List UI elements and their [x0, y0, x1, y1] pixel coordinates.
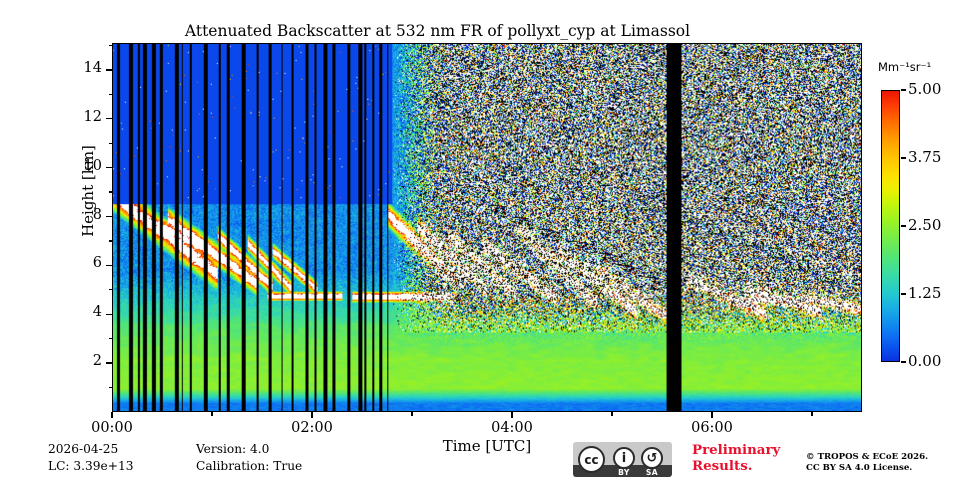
y-tick-mark [106, 264, 112, 267]
colorbar-tick-mark [901, 89, 906, 91]
badge-by-caption: BY [618, 468, 630, 477]
y-tick-minor [108, 191, 112, 193]
y-tick-mark [106, 362, 112, 364]
colorbar-tick-mark [901, 225, 906, 227]
x-tick-mark [711, 412, 713, 418]
y-tick-mark [106, 118, 112, 120]
y-tick-minor [108, 289, 112, 291]
y-tick-mark [106, 166, 112, 169]
lidar-constant: LC: 3.39e+13 [48, 459, 134, 473]
colorbar-units-label: Mm⁻¹sr⁻¹ [878, 60, 932, 74]
colorbar-tick-label: 2.50 [908, 216, 942, 234]
x-tick-minor [211, 412, 213, 416]
y-tick-minor [108, 93, 112, 95]
x-axis-label: Time [UTC] [442, 437, 532, 455]
preliminary-line-1: Preliminary [692, 442, 781, 458]
copyright-line-1: © TROPOS & ECoE 2026. [806, 452, 929, 462]
x-tick-mark [311, 412, 313, 418]
page-title: Attenuated Backscatter at 532 nm FR of p… [184, 22, 691, 40]
x-tick-mark [511, 412, 513, 418]
copyright-notice: © TROPOS & ECoE 2026. CC BY SA 4.0 Licen… [806, 452, 928, 474]
y-tick-label: 14 [83, 59, 102, 76]
colorbar-gradient [881, 90, 900, 362]
measurement-date: 2026-04-25 [48, 442, 119, 456]
y-tick-label: 8 [92, 206, 102, 223]
y-tick-mark [106, 313, 112, 315]
colorbar-tick-label: 3.75 [908, 148, 942, 166]
y-tick-minor [108, 240, 112, 242]
colorbar-tick-label: 5.00 [908, 80, 942, 98]
x-tick-mark [111, 412, 113, 418]
x-tick-minor [411, 412, 413, 416]
y-tick-mark [106, 215, 112, 218]
y-tick-label: 4 [92, 304, 102, 321]
cc-icon: cc [578, 446, 605, 473]
preliminary-line-2: Results. [692, 457, 753, 474]
colorbar-tick-mark [901, 293, 906, 295]
y-tick-minor [108, 338, 112, 340]
y-tick-mark [106, 69, 112, 71]
attribution-person-icon: i [613, 447, 635, 469]
x-tick-minor [611, 412, 613, 416]
version-label: Version: 4.0 [196, 442, 270, 456]
x-tick-label: 06:00 [691, 420, 733, 436]
y-tick-label: 2 [92, 353, 102, 370]
y-tick-label: 12 [83, 108, 102, 125]
x-tick-label: 02:00 [291, 420, 333, 436]
share-alike-icon: ↺ [641, 447, 663, 469]
preliminary-results-notice: Preliminary Results. [692, 442, 781, 474]
calibration-label: Calibration: True [196, 459, 303, 473]
colorbar-tick-mark [901, 361, 906, 363]
colorbar-tick-label: 0.00 [908, 352, 942, 370]
y-tick-label: 6 [92, 255, 102, 272]
x-tick-label: 04:00 [491, 420, 533, 436]
x-tick-minor [811, 412, 813, 416]
copyright-line-2: CC BY SA 4.0 License. [806, 463, 913, 473]
creative-commons-badge: cc i ↺ BY SA [573, 442, 672, 477]
y-tick-minor [108, 44, 112, 47]
badge-sa-caption: SA [645, 468, 659, 477]
y-tick-minor [108, 386, 112, 389]
heatmap-plot-area [112, 43, 862, 412]
colorbar-tick-mark [901, 157, 906, 159]
y-tick-minor [108, 142, 112, 144]
y-tick-label: 10 [83, 157, 102, 174]
colorbar-tick-label: 1.25 [908, 284, 942, 302]
x-tick-label: 00:00 [91, 420, 133, 436]
attenuated-backscatter-heatmap [113, 44, 861, 411]
